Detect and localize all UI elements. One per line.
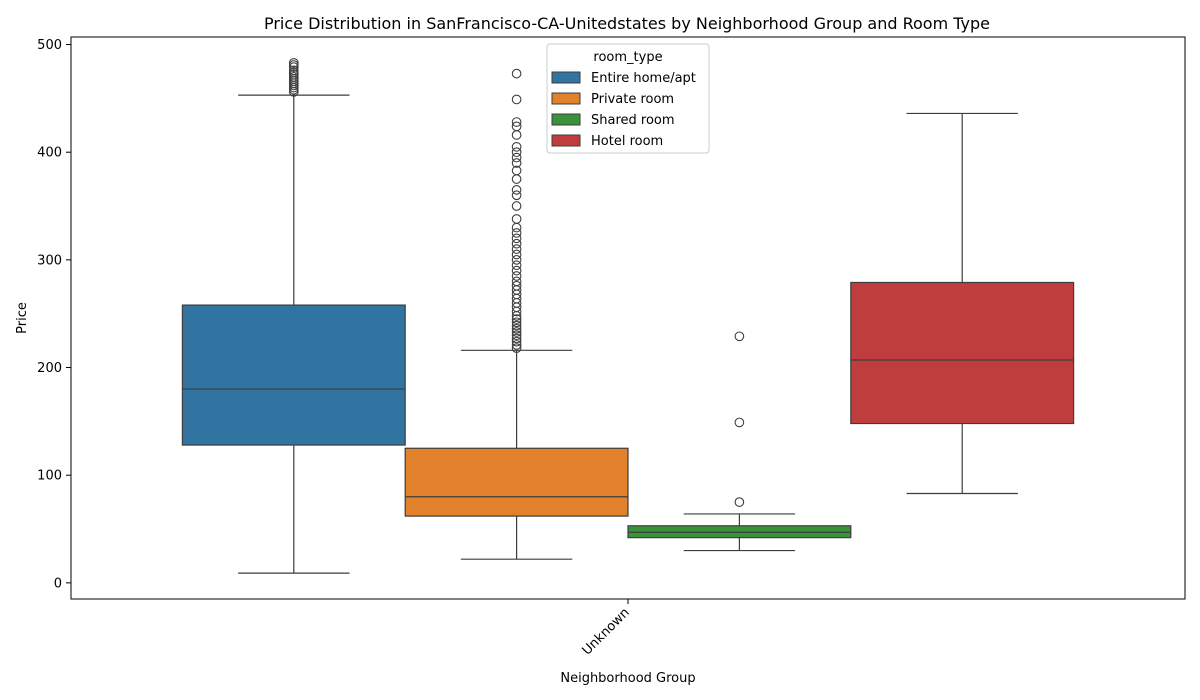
- outlier-point: [511, 121, 522, 132]
- legend-entry-label: Hotel room: [591, 134, 663, 149]
- outlier-point: [511, 323, 522, 334]
- outlier-point: [511, 185, 522, 195]
- legend-swatch: [551, 71, 581, 84]
- box-shared-room: [627, 331, 852, 552]
- outlier-point: [511, 165, 522, 176]
- outlier-point: [511, 271, 522, 281]
- y-axis-label: Price: [15, 302, 30, 334]
- y-tick-label: 200: [37, 361, 62, 376]
- outlier-point: [511, 336, 522, 347]
- outlier-point: [511, 238, 522, 249]
- outlier-point: [511, 214, 522, 224]
- outlier-point: [734, 417, 745, 428]
- legend-frame: [546, 43, 710, 154]
- outlier-point: [511, 255, 522, 265]
- x-axis-label: Neighborhood Group: [560, 671, 695, 686]
- outlier-point: [511, 320, 522, 331]
- y-axis: 0 100 200 300 400 500: [37, 38, 71, 591]
- legend-entry-label: Private room: [591, 92, 674, 107]
- legend-swatch: [551, 92, 581, 105]
- outlier-point: [511, 314, 522, 324]
- box-iqr: [404, 447, 629, 517]
- outlier-point: [511, 201, 522, 211]
- y-tick-label: 0: [54, 576, 62, 591]
- legend-title: room_type: [593, 50, 662, 65]
- outlier-point: [511, 147, 522, 158]
- outlier-point: [734, 497, 745, 507]
- outlier-point: [511, 94, 522, 105]
- outlier-point: [511, 260, 522, 271]
- box-private-room: [404, 68, 629, 560]
- outlier-point: [511, 333, 522, 344]
- outlier-point: [511, 280, 522, 291]
- x-axis: Unknown: [580, 599, 633, 659]
- box-series-group: [181, 57, 1075, 574]
- legend-entry-label: Entire home/apt: [591, 71, 696, 86]
- y-tick-label: 500: [37, 38, 62, 53]
- x-tick-label: Unknown: [580, 605, 633, 658]
- box-hotel-room: [850, 112, 1075, 495]
- outlier-point: [511, 158, 522, 168]
- legend: room_type Entire home/apt Private room Sha…: [546, 43, 710, 154]
- outlier-point: [511, 228, 522, 238]
- box-iqr: [181, 304, 406, 446]
- outlier-point: [511, 249, 522, 260]
- outlier-point: [511, 117, 522, 127]
- y-tick-label: 100: [37, 469, 62, 484]
- outlier-point: [511, 152, 522, 163]
- box-iqr: [850, 281, 1075, 425]
- outlier-point: [511, 327, 522, 337]
- outlier-point: [511, 244, 522, 254]
- outlier-point: [511, 190, 522, 201]
- legend-entry-label: Shared room: [591, 113, 675, 128]
- outlier-point: [511, 276, 522, 287]
- outlier-point: [511, 317, 522, 328]
- outlier-point: [511, 265, 522, 276]
- chart-title: Price Distribution in SanFrancisco-CA-Un…: [264, 14, 990, 33]
- outlier-point: [288, 65, 299, 76]
- outlier-point: [511, 343, 522, 353]
- outlier-point: [511, 141, 522, 152]
- outlier-point: [511, 340, 522, 350]
- legend-swatch: [551, 134, 581, 147]
- outlier-point: [734, 331, 745, 342]
- outlier-point: [511, 233, 522, 244]
- y-tick-label: 400: [37, 146, 62, 161]
- y-tick-label: 300: [37, 253, 62, 268]
- outlier-point: [511, 68, 522, 79]
- outlier-point: [511, 330, 522, 341]
- box-entire-home-apt: [181, 57, 406, 574]
- outlier-point: [288, 57, 299, 68]
- legend-swatch: [551, 113, 581, 126]
